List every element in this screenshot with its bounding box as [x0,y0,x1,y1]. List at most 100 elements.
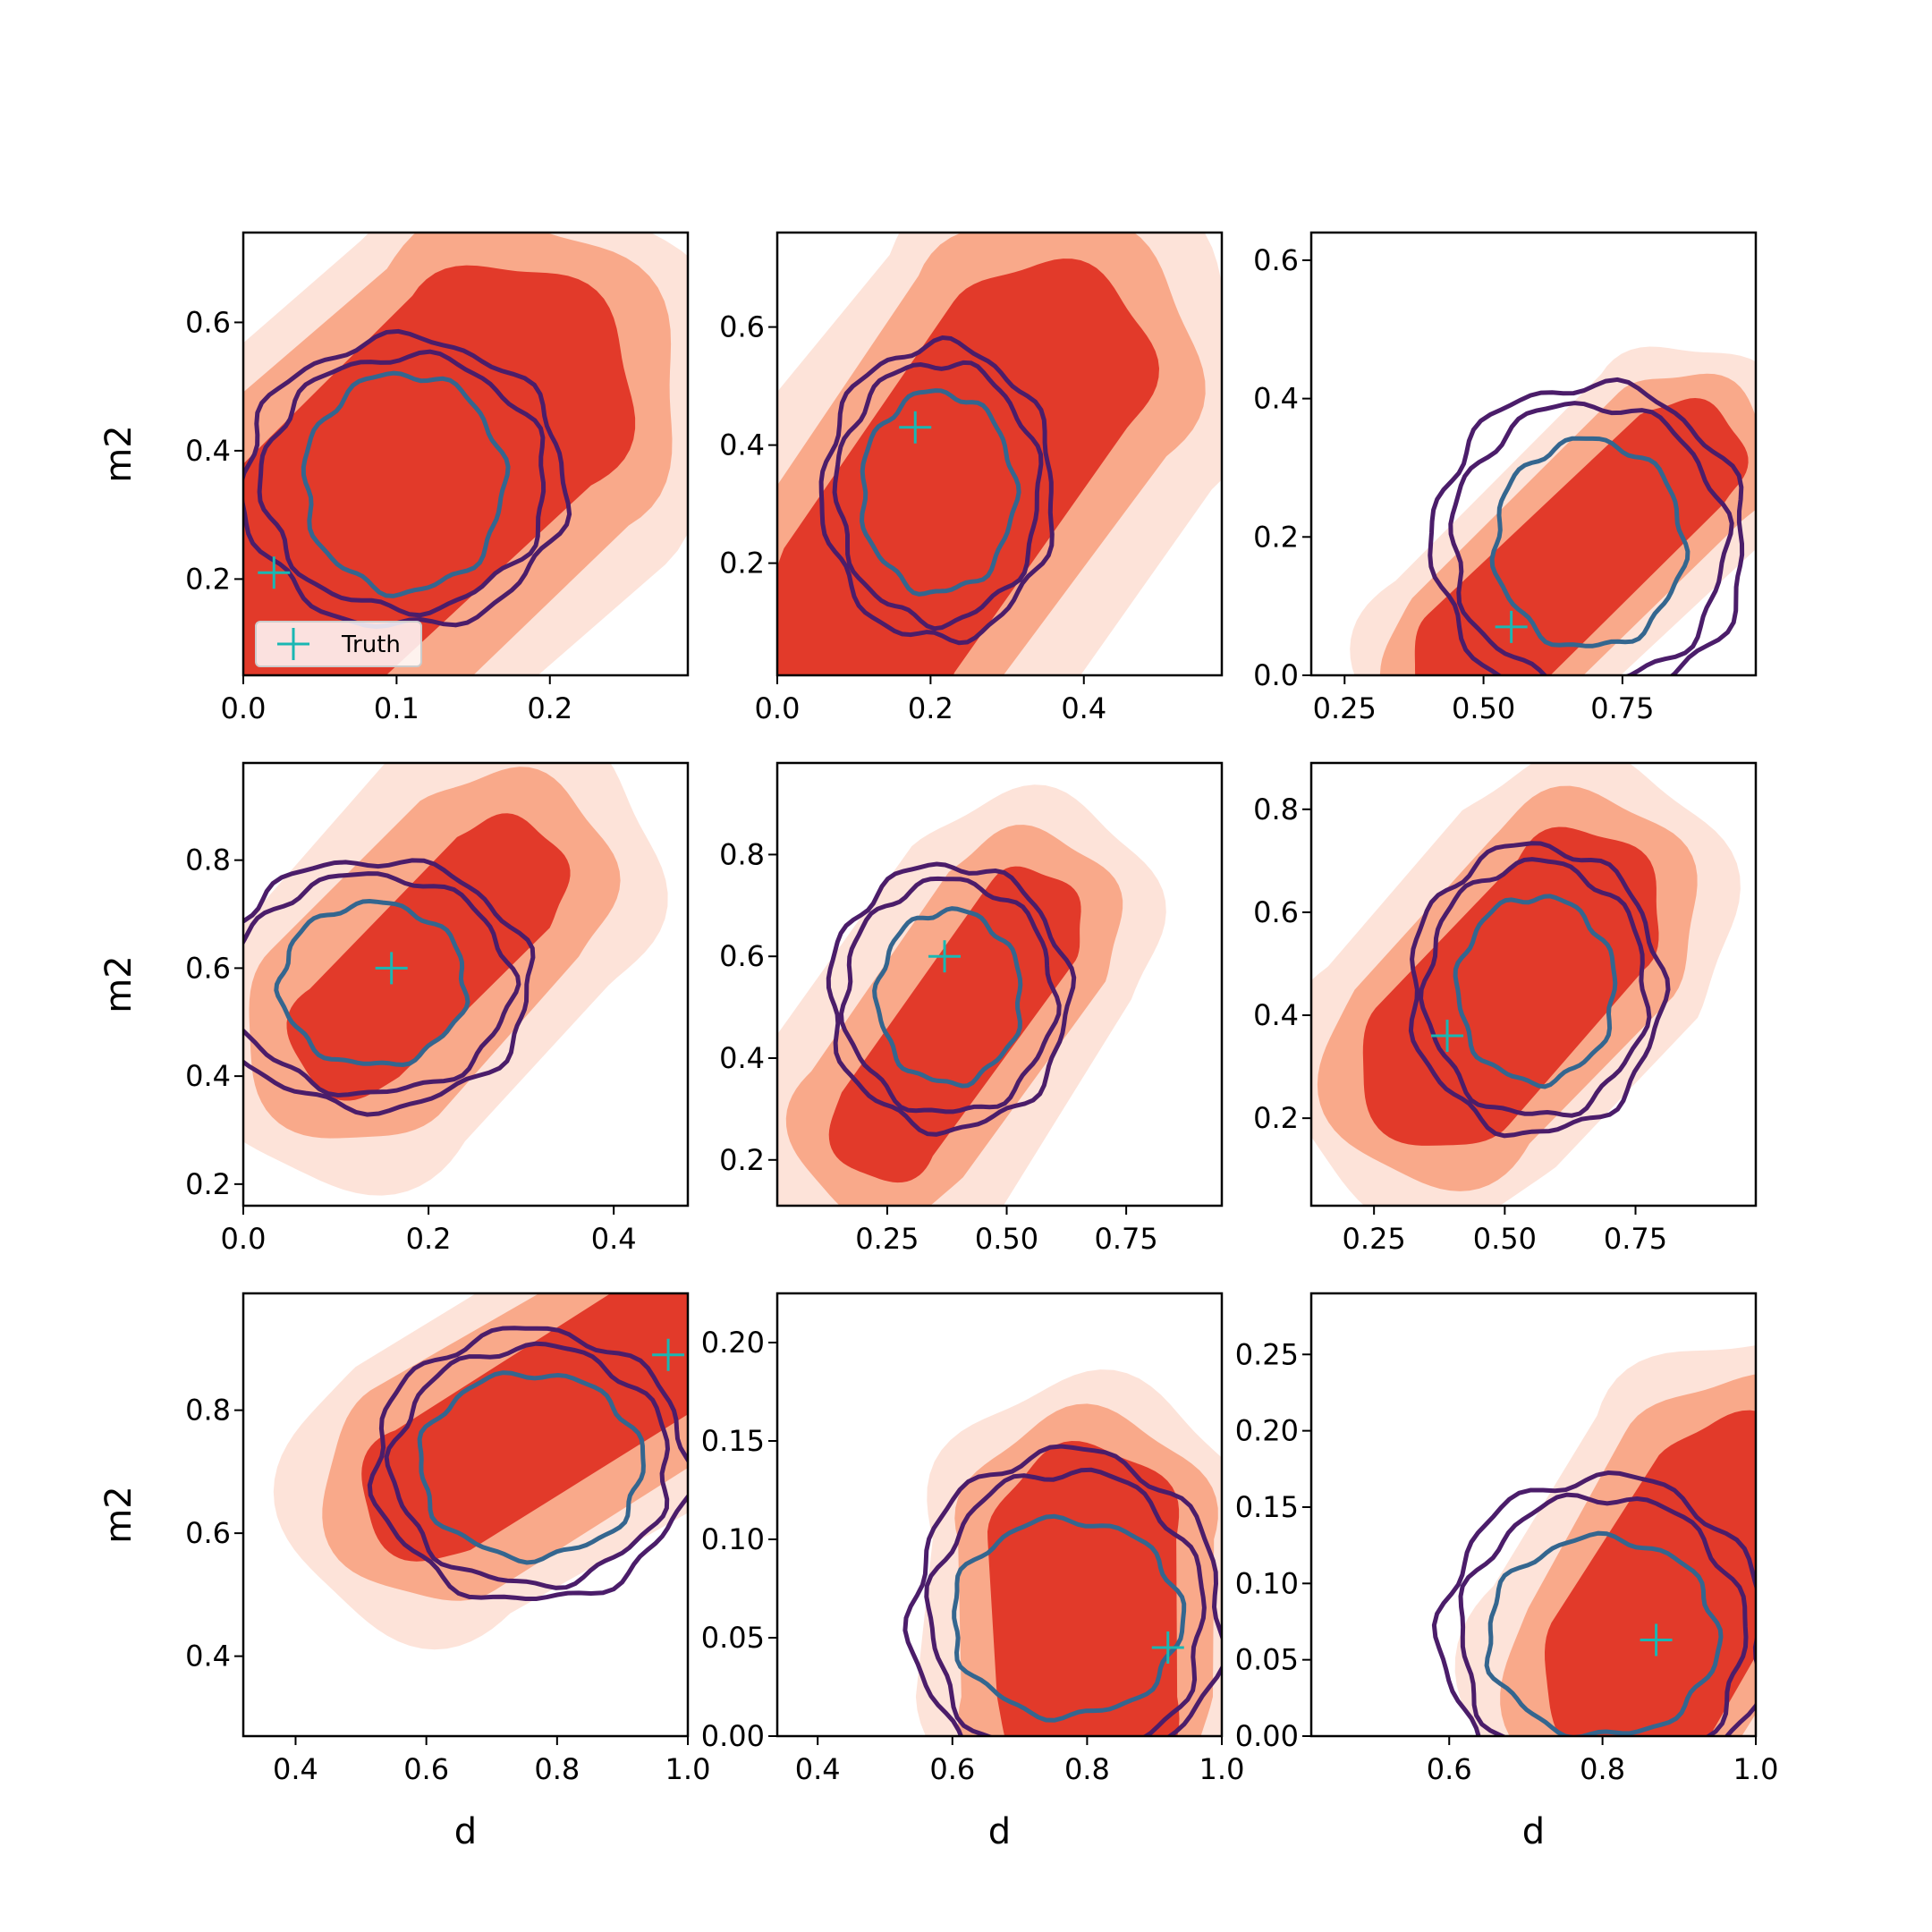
y-tick-label: 0.2 [719,1143,765,1177]
y-tick-label: 0.6 [185,951,231,985]
axes-frame [775,231,1224,677]
x-tick-label: 0.2 [406,1222,452,1256]
panel-1-0: 0.0 0.2 0.4 0.2 0.4 0.6 0.8 m2 [98,761,690,1256]
y-tick-label: 0.4 [185,1059,231,1093]
truth-marker [1431,1020,1464,1053]
panel-0-0: 0.0 0.1 0.2 0.2 0.4 0.6 m2 Truth [98,231,690,725]
contour-inner [872,906,1023,1089]
y-tick-label: 0.00 [1235,1719,1299,1753]
contour-outer [367,1326,688,1601]
x-tick-label: 0.2 [908,691,953,725]
y-tick-label: 0.20 [1235,1414,1299,1448]
x-axis-label: d [454,1811,477,1852]
y-tick-label: 0.05 [1235,1643,1299,1677]
density-fill-inner [1545,1410,1756,1736]
x-tick-label: 0.2 [527,691,572,725]
contour-middle [257,349,547,618]
y-tick-label: 0.6 [1253,895,1299,929]
y-tick-label: 0.15 [701,1424,765,1458]
y-tick-label: 0.25 [1235,1337,1299,1371]
y-tick-label: 0.4 [185,434,231,468]
y-tick-label: 0.15 [1235,1490,1299,1524]
y-tick-label: 0.6 [719,310,765,344]
x-tick-label: 0.50 [1473,1222,1537,1256]
legend-truth-marker [277,628,309,660]
contour-inner [1489,436,1690,648]
y-tick-label: 0.8 [1253,792,1299,826]
y-tick-label: 0.2 [1253,1101,1299,1135]
contour-inner [301,370,511,598]
x-axis-label: d [988,1811,1011,1852]
x-tick-label: 0.75 [1094,1222,1157,1256]
y-axis-label: m2 [98,425,140,482]
x-tick-label: 0.25 [1343,1222,1406,1256]
panel-0-2: 0.25 0.50 0.75 0.0 0.2 0.4 0.6 [1253,231,1758,725]
density-fill-inner [828,866,1081,1183]
y-tick-label: 0.2 [1253,520,1299,554]
y-tick-label: 0.4 [719,1041,765,1075]
axes-frame [242,761,690,1208]
y-tick-label: 0.6 [719,939,765,973]
contour-middle [243,871,521,1098]
plot-area [273,1293,688,1650]
x-tick-label: 0.6 [929,1752,975,1786]
y-tick-label: 0.8 [185,1394,231,1428]
x-tick-label: 0.4 [1061,691,1106,725]
y-tick-label: 0.6 [1253,243,1299,277]
x-tick-label: 1.0 [1199,1752,1245,1786]
panel-0-1: 0.0 0.2 0.4 0.2 0.4 0.6 [719,231,1224,725]
x-tick-label: 1.0 [665,1752,711,1786]
y-tick-label: 0.2 [719,547,765,580]
x-tick-label: 0.4 [795,1752,841,1786]
plot-area [1431,1345,1756,1736]
y-tick-label: 0.8 [719,837,765,871]
contour-middle [924,1467,1207,1736]
y-axis-label: m2 [98,1486,140,1543]
contour-inner [859,388,1021,597]
plot-area [777,784,1166,1206]
x-tick-label: 0.0 [221,1222,267,1256]
y-tick-label: 0.8 [185,843,231,877]
axes-frame [1309,231,1758,677]
panel-2-0: 0.4 0.6 0.8 1.0 0.4 0.6 0.8 d m2 [98,1292,711,1852]
panel-1-1: 0.25 0.50 0.75 0.2 0.4 0.6 0.8 [719,761,1224,1256]
axes-frame [775,1292,1224,1738]
x-tick-label: 0.50 [1452,691,1515,725]
y-tick-label: 0.4 [185,1640,231,1674]
truth-marker [258,556,291,589]
truth-marker [1495,610,1528,643]
contour-outer [243,858,536,1117]
axes-frame [775,761,1224,1208]
x-tick-label: 0.25 [855,1222,919,1256]
density-fill-inner [777,258,1159,675]
contour-middle [1418,857,1652,1118]
x-tick-label: 0.75 [1590,691,1654,725]
truth-marker [899,411,932,444]
contour-inner [274,898,470,1068]
y-tick-label: 0.2 [185,1167,231,1201]
y-tick-label: 0.6 [185,1516,231,1550]
plot-area [243,763,668,1196]
contour-inner [1484,1530,1724,1736]
contour-inner [952,1513,1187,1723]
x-tick-label: 0.0 [755,691,801,725]
legend: Truth [255,621,422,667]
y-tick-label: 0.4 [719,428,765,462]
x-axis-label: d [1522,1811,1545,1852]
x-tick-label: 0.75 [1604,1222,1667,1256]
x-tick-label: 0.6 [403,1752,449,1786]
contour-middle [1448,401,1734,675]
contour-inner [417,1370,646,1565]
density-fill-inner [361,1293,688,1562]
contour-outer [1408,841,1671,1139]
y-tick-label: 0.0 [1253,658,1299,692]
panel-2-1: 0.4 0.6 0.8 1.0 0.00 0.05 0.10 0.15 0.20 d [701,1292,1245,1852]
axes-frame [1309,761,1758,1208]
contour-middle [1458,1492,1749,1736]
contour-middle [384,1341,671,1590]
x-tick-label: 0.0 [221,691,267,725]
plot-area [902,1369,1222,1736]
y-axis-label: m2 [98,955,140,1013]
density-fill-inner [286,813,571,1101]
